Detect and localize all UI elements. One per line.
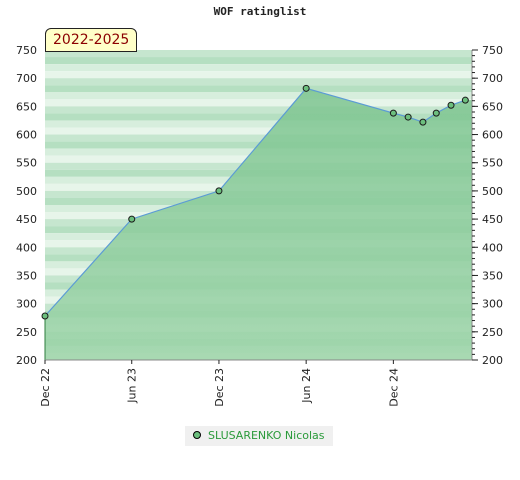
data-point [447,101,455,109]
x-tick-label: Dec 23 [213,368,226,407]
y-tick-label-right: 600 [482,129,503,142]
y-tick-label-right: 200 [482,354,503,367]
y-tick-label-left: 550 [16,157,37,170]
y-tick-label-right: 300 [482,298,503,311]
y-tick-label-right: 700 [482,72,503,85]
data-point [215,187,223,195]
y-tick-label-left: 750 [16,44,37,57]
y-tick-label-left: 600 [16,129,37,142]
y-tick-label-right: 750 [482,44,503,57]
y-tick-label-right: 550 [482,157,503,170]
y-tick-label-left: 200 [16,354,37,367]
data-point [404,113,412,121]
y-tick-label-left: 500 [16,185,37,198]
y-tick-label-right: 400 [482,241,503,254]
y-tick-label-left: 250 [16,326,37,339]
y-tick-label-left: 650 [16,100,37,113]
chart-title: WOF ratinglist [213,5,307,18]
data-point [41,312,49,320]
series-area [45,88,472,360]
y-tick-label-right: 650 [482,100,503,113]
x-tick-label: Dec 24 [387,368,400,407]
y-tick-label-right: 350 [482,269,503,282]
period-badge: 2022-2025 [45,28,138,52]
y-tick-label-right: 450 [482,213,503,226]
y-tick-label-left: 700 [16,72,37,85]
y-tick-label-right: 500 [482,185,503,198]
series-line [44,87,466,317]
y-tick-label-left: 300 [16,298,37,311]
y-tick-label-left: 350 [16,269,37,282]
data-point [389,109,397,117]
legend-series-name: SLUSARENKO Nicolas [208,429,325,442]
legend-marker-icon [193,431,201,439]
data-point [128,215,136,223]
x-tick-label: Jun 23 [126,368,139,404]
data-point [302,84,310,92]
y-tick-label-right: 250 [482,326,503,339]
x-tick-label: Jun 24 [300,368,313,404]
chart-legend: SLUSARENKO Nicolas [185,426,333,446]
data-point [419,118,427,126]
y-tick-label-left: 450 [16,213,37,226]
data-point [432,109,440,117]
data-point [461,96,469,104]
x-tick-label: Dec 22 [39,368,52,407]
y-tick-label-left: 400 [16,241,37,254]
